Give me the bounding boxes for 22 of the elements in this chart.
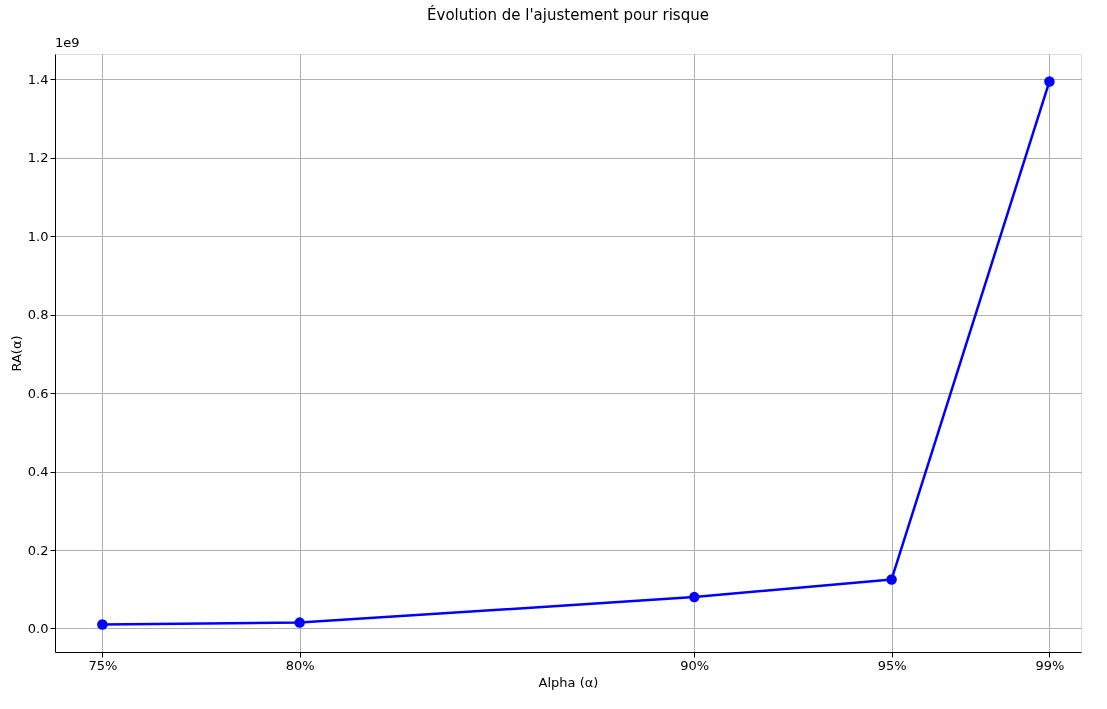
point (97, 619, 108, 630)
y-tick-label: 0.2 (27, 542, 49, 558)
point (1044, 76, 1055, 87)
y-tick-label: 1.4 (27, 71, 49, 87)
y-axis-title: RA(α) (8, 335, 24, 372)
x-tick-label: 95% (877, 657, 907, 673)
y-tick-label: 1.0 (27, 228, 49, 244)
x-tick-label: 90% (680, 657, 710, 673)
point (294, 617, 305, 628)
y-tick-label: 0.6 (27, 385, 49, 401)
y-tick-label: 0.4 (27, 464, 49, 480)
chart-title: Évolution de l'ajustement pour risque (427, 5, 709, 24)
text: 1e9 (55, 35, 80, 50)
point (689, 591, 700, 603)
x-axis-title: Alpha (α) (538, 674, 599, 690)
y-tick-label: 1.2 (27, 150, 49, 166)
point (886, 574, 897, 585)
x-tick-label: 99% (1035, 657, 1065, 673)
y-tick-label: 0.0 (27, 620, 49, 636)
x-tick-label: 80% (285, 657, 315, 673)
y-tick-label: 0.8 (27, 307, 49, 323)
x-tick-label: 75% (88, 657, 118, 673)
